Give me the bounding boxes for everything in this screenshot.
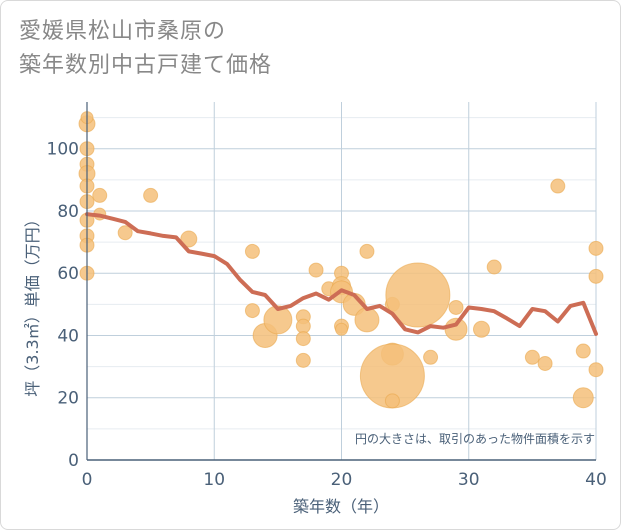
bubble [537,355,553,371]
bubble [354,307,380,333]
bubble [263,305,293,335]
x-tick-label: 10 [203,470,225,490]
y-tick-label: 0 [68,451,79,471]
bubble [143,187,159,203]
bubble [448,299,464,315]
bubble [572,387,594,409]
title-line-1: 愛媛県松山市桑原の [19,19,227,44]
axes: 0 20 40 60 80 100 0 10 20 30 40 [47,102,607,490]
y-tick-label: 60 [57,264,79,284]
x-tick-label: 20 [331,470,353,490]
bubble [295,331,311,347]
x-axis-label: 築年数（年） [293,497,389,516]
bubble [244,303,260,319]
x-tick-label: 40 [585,470,607,490]
chart-title: 愛媛県松山市桑原の 築年数別中古戸建て価格 [19,15,272,83]
size-legend-note: 円の大きさは、取引のあった物件面積を示す [355,431,595,446]
bubble [295,352,311,368]
y-tick-label: 100 [47,140,79,160]
y-tick-label: 20 [57,389,79,409]
bubble [575,343,591,359]
y-tick-label: 80 [57,202,79,222]
bubble [244,243,260,259]
bubble [385,262,451,328]
bubble [588,362,604,378]
bubble [550,178,566,194]
bubble [588,268,604,284]
bubble [384,393,400,409]
bubble [335,322,348,336]
x-tick-label: 0 [82,470,93,490]
bubble [524,349,540,365]
trend-line-layer [85,212,598,336]
bubble [180,230,198,248]
bubble [423,349,439,365]
y-axis-label: 坪（3.3㎡）単価（万円） [23,211,42,396]
title-line-2: 築年数別中古戸建て価格 [19,53,273,78]
bubble [92,187,108,203]
y-tick-label: 40 [57,326,79,346]
bubble [359,243,375,259]
average-price-line [85,212,598,336]
bubble [486,259,502,275]
bubble [472,320,490,338]
bubble [588,240,604,256]
bubble [308,262,324,278]
bubble [295,318,311,334]
bubble [117,225,133,241]
x-tick-label: 30 [458,470,480,490]
